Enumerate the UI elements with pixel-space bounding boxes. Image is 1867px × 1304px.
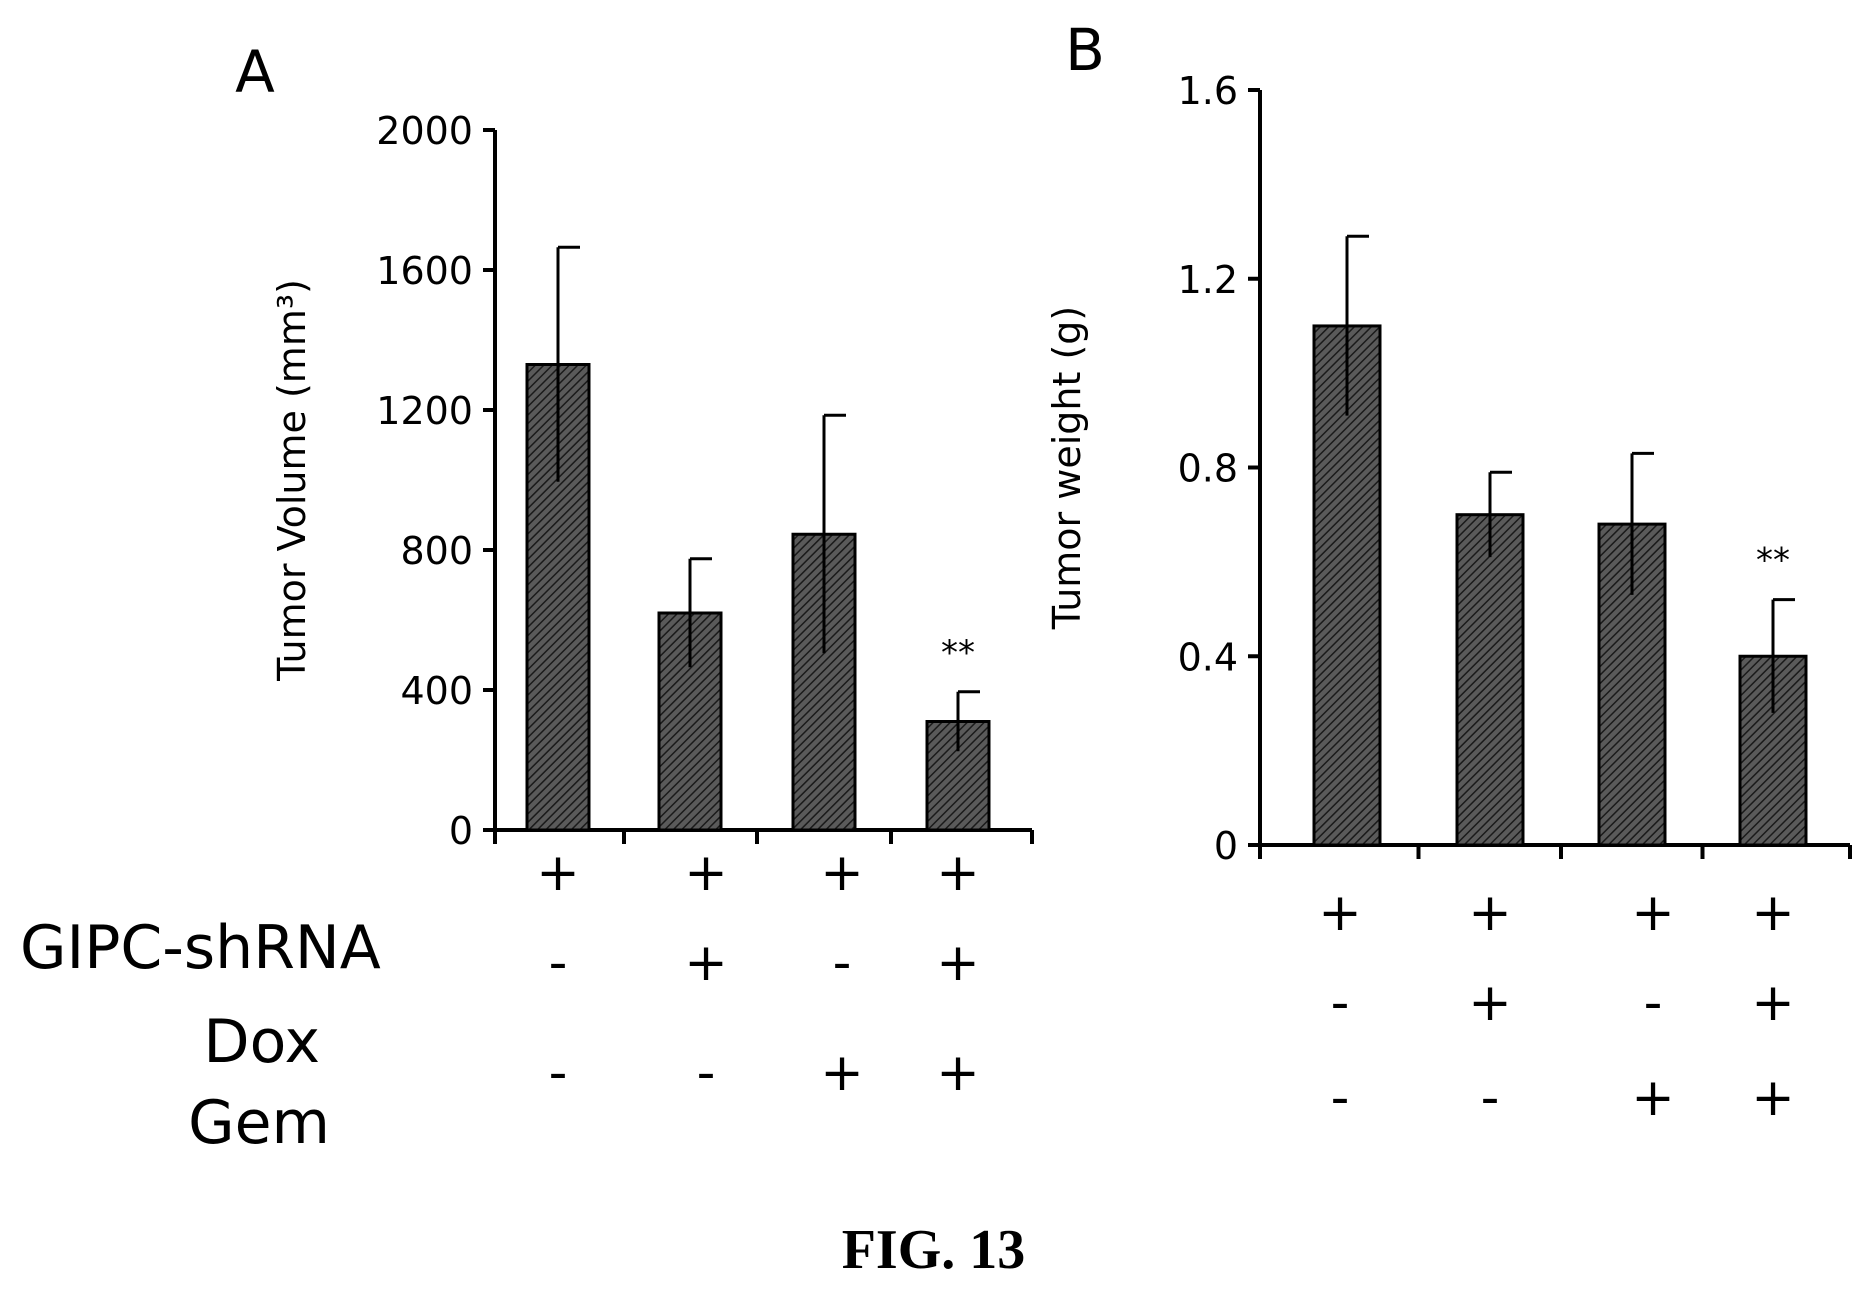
condition-symbol: - [1331, 973, 1350, 1033]
panel-letter: B [1065, 16, 1105, 84]
condition-symbol: + [1751, 883, 1795, 943]
condition-symbol: + [1468, 883, 1512, 943]
condition-symbol: + [820, 1043, 864, 1103]
condition-symbol: + [1631, 1068, 1675, 1128]
condition-symbol: + [684, 843, 728, 903]
condition-symbol: + [936, 1043, 980, 1103]
condition-symbol: - [1331, 1068, 1350, 1128]
condition-symbol: + [536, 843, 580, 903]
condition-symbol: + [684, 933, 728, 993]
y-tick-label: 800 [400, 529, 473, 573]
bar [1455, 513, 1525, 847]
chart-panel-b: B 0 0.4 0.8 1.2 1.6 Tumor weight (g) ** + + + + - + - +… [1045, 16, 1852, 1128]
y-tick-label: 2000 [376, 109, 473, 153]
panel-letter: A [235, 38, 275, 106]
y-tick-label: 1600 [376, 249, 473, 293]
significance-marker: ** [941, 633, 975, 673]
y-axis-label: Tumor Volume (mm³) [270, 279, 314, 682]
condition-symbol: + [936, 843, 980, 903]
condition-symbol: - [1644, 973, 1663, 1033]
y-tick-label: 0 [449, 809, 473, 853]
condition-symbol: + [1751, 1068, 1795, 1128]
row-labels: GIPC-shRNA Dox Gem [20, 913, 381, 1158]
condition-symbol: - [833, 933, 852, 993]
y-axis-label: Tumor weight (g) [1045, 306, 1089, 630]
figure-caption: FIG. 13 [841, 1219, 1026, 1281]
y-tick-label: 0 [1214, 824, 1238, 868]
condition-symbol: - [697, 1043, 716, 1103]
chart-panel-a: A 0 400 800 1200 1600 2000 Tumor Volume (mm³) **… [235, 38, 1034, 1103]
condition-symbol: + [1631, 883, 1675, 943]
y-tick-label: 1200 [376, 389, 473, 433]
condition-symbol: - [1481, 1068, 1500, 1128]
y-tick-label: 400 [400, 669, 473, 713]
condition-symbol: - [549, 1043, 568, 1103]
row-label: Dox [203, 1007, 320, 1077]
row-label: Gem [188, 1088, 330, 1158]
condition-symbol: + [936, 933, 980, 993]
condition-symbol: + [820, 843, 864, 903]
y-tick-label: 1.2 [1178, 258, 1238, 302]
row-label: GIPC-shRNA [20, 913, 381, 983]
y-tick-label: 1.6 [1178, 69, 1238, 113]
condition-symbol: + [1751, 973, 1795, 1033]
y-tick-label: 0.8 [1178, 447, 1238, 491]
significance-marker: ** [1756, 541, 1790, 581]
condition-symbol: + [1318, 883, 1362, 943]
condition-symbol: - [549, 933, 568, 993]
y-tick-label: 0.4 [1178, 635, 1238, 679]
panels: A 0 400 800 1200 1600 2000 Tumor Volume (mm³) **… [235, 16, 1852, 1128]
condition-symbol: + [1468, 973, 1512, 1033]
